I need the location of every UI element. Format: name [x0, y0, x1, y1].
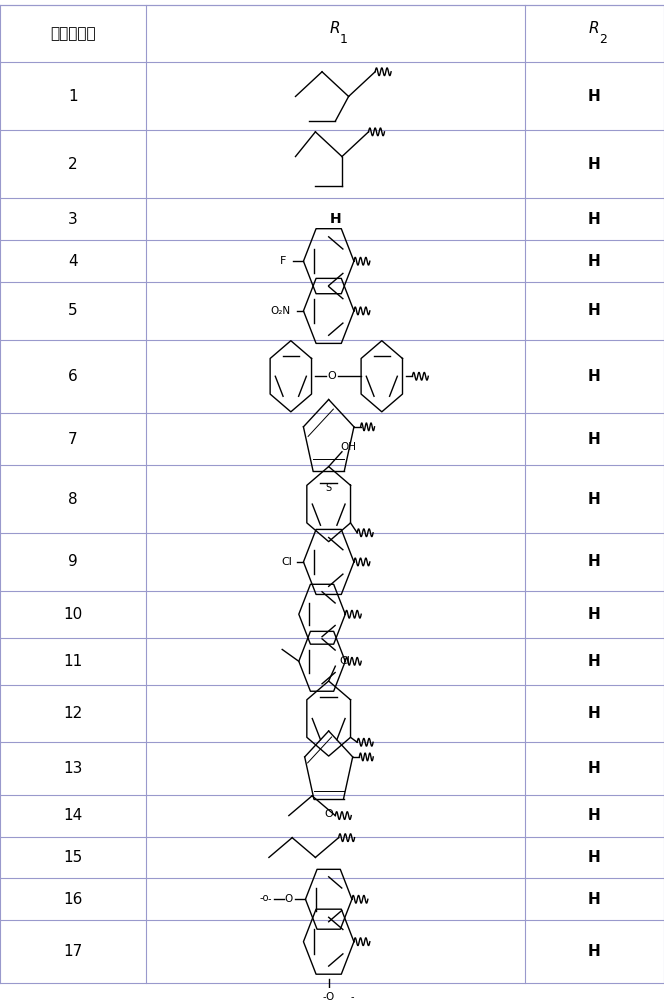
Text: H: H	[588, 944, 601, 959]
Text: OH: OH	[341, 442, 357, 452]
Text: 8: 8	[68, 492, 78, 507]
Text: -: -	[268, 894, 272, 904]
Text: 2: 2	[599, 33, 607, 46]
Text: -: -	[350, 992, 354, 1000]
Text: H: H	[588, 761, 601, 776]
Text: 2: 2	[68, 157, 78, 172]
Text: 12: 12	[64, 706, 82, 721]
Text: -O: -O	[323, 992, 335, 1000]
Text: Cl: Cl	[282, 557, 292, 567]
Text: H: H	[588, 554, 601, 569]
Text: H: H	[588, 89, 601, 104]
Text: 10: 10	[64, 607, 82, 622]
Text: H: H	[588, 607, 601, 622]
Text: H: H	[588, 706, 601, 721]
Text: S: S	[325, 483, 332, 493]
Text: H: H	[588, 303, 601, 318]
Text: O: O	[327, 371, 336, 381]
Text: H: H	[588, 157, 601, 172]
Text: 4: 4	[68, 254, 78, 269]
Text: H: H	[588, 808, 601, 823]
Text: R: R	[330, 21, 341, 36]
Text: 17: 17	[64, 944, 82, 959]
Text: Cl: Cl	[340, 656, 351, 666]
Text: O₂N: O₂N	[270, 306, 290, 316]
Text: H: H	[588, 369, 601, 384]
Text: F: F	[280, 256, 287, 266]
Text: R: R	[589, 21, 600, 36]
Text: 15: 15	[64, 850, 82, 865]
Text: H: H	[329, 212, 341, 226]
Text: 13: 13	[63, 761, 83, 776]
Text: H: H	[588, 432, 601, 447]
Text: 3: 3	[68, 212, 78, 227]
Text: 7: 7	[68, 432, 78, 447]
Text: H: H	[588, 492, 601, 507]
Text: -o: -o	[260, 893, 269, 903]
Text: 9: 9	[68, 554, 78, 569]
Text: 11: 11	[64, 654, 82, 669]
Text: 1: 1	[68, 89, 78, 104]
Text: O: O	[324, 809, 333, 819]
Text: H: H	[588, 654, 601, 669]
Text: H: H	[588, 850, 601, 865]
Text: 14: 14	[64, 808, 82, 823]
Text: O: O	[285, 894, 293, 904]
Text: 6: 6	[68, 369, 78, 384]
Text: 1: 1	[340, 33, 348, 46]
Text: H: H	[588, 254, 601, 269]
Text: 化合物编号: 化合物编号	[50, 26, 96, 41]
Text: 5: 5	[68, 303, 78, 318]
Text: H: H	[588, 212, 601, 227]
Text: H: H	[588, 892, 601, 907]
Text: 16: 16	[63, 892, 83, 907]
